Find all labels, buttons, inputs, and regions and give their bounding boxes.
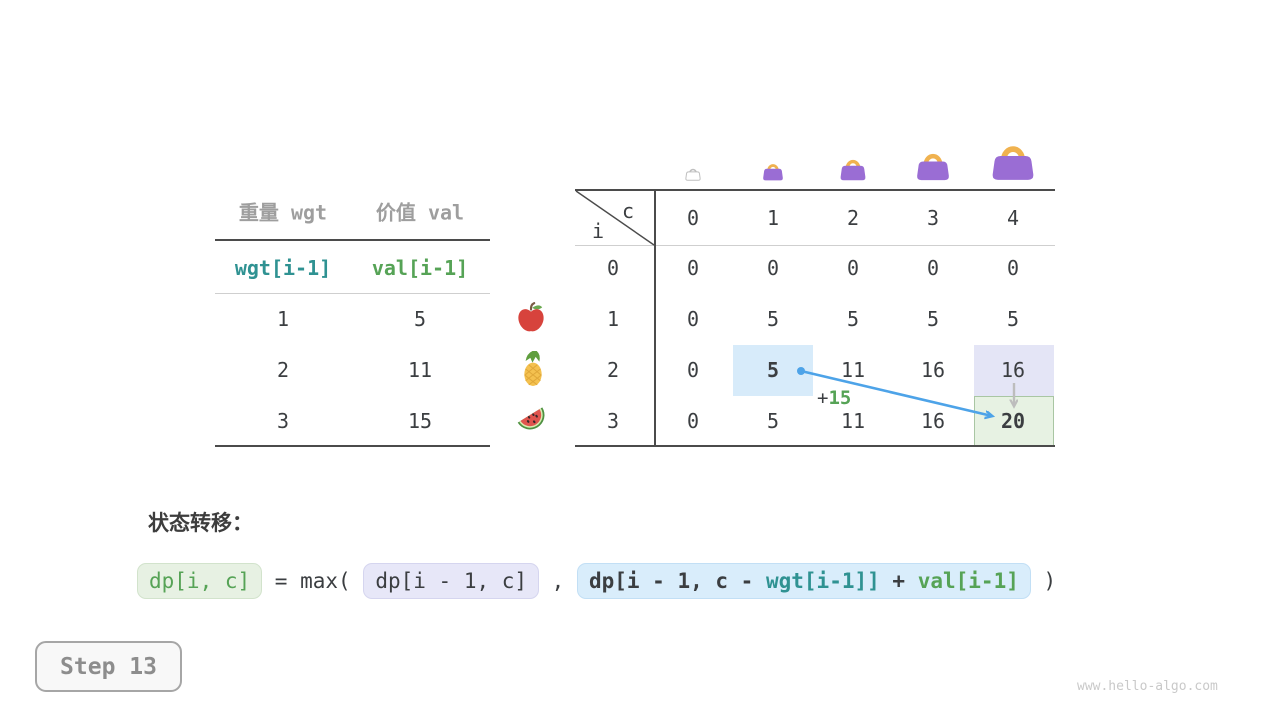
row-label-3: 3 (606, 409, 620, 433)
watermelon-icon (512, 404, 548, 436)
dp-cell-2-3: 16 (920, 358, 946, 382)
col-label-1: 1 (766, 206, 780, 230)
transition-heading: 状态转移： (148, 511, 253, 535)
apple-icon (516, 301, 546, 333)
dp-cell-0-3: 0 (926, 256, 940, 280)
col-label-3: 3 (926, 206, 940, 230)
handbag-medium-icon (839, 156, 867, 181)
dp-cell-2-2: 11 (840, 358, 866, 382)
formula-option2: dp[i - 1, c - wgt[i-1]] + val[i-1] (576, 563, 1031, 599)
dp-cell-2-4-compare: 16 (1000, 358, 1026, 382)
row-label-1: 1 (606, 307, 620, 331)
formula-plus: + (879, 569, 918, 593)
transition-formula: dp[i, c] = max( dp[i - 1, c] , dp[i - 1,… (137, 563, 1056, 599)
item-3-weight: 3 (276, 409, 290, 433)
formula-max-open: max( (300, 569, 364, 593)
formula-val-term: val[i-1] (917, 569, 1019, 593)
handbag-ghost-icon (685, 166, 701, 181)
item-2-value: 11 (407, 358, 433, 382)
dp-table-bottom-rule (575, 445, 1055, 447)
handbag-xlarge-icon (990, 140, 1036, 181)
dp-cell-2-0: 0 (686, 358, 700, 382)
item-1-value: 5 (413, 307, 427, 331)
row-label-0: 0 (606, 256, 620, 280)
dp-cell-3-0: 0 (686, 409, 700, 433)
plus-value-annotation: +15 (817, 387, 851, 409)
formula-comma: , (539, 569, 577, 593)
dp-cell-3-1: 5 (766, 409, 780, 433)
items-table-header-rule (215, 239, 490, 241)
plus-sign: + (817, 387, 829, 409)
dp-cell-1-0: 0 (686, 307, 700, 331)
corner-row-var: i (591, 219, 605, 243)
formula-close-paren: ) (1030, 569, 1057, 593)
row-label-2: 2 (606, 358, 620, 382)
dp-cell-3-3: 16 (920, 409, 946, 433)
dp-cell-3-2: 11 (840, 409, 866, 433)
item-3-value: 15 (407, 409, 433, 433)
handbag-large-icon (915, 149, 951, 181)
corner-col-var: c (621, 199, 635, 223)
formula-option1: dp[i - 1, c] (363, 563, 540, 599)
col-label-4: 4 (1006, 206, 1020, 230)
pineapple-icon (519, 351, 547, 387)
dp-cell-2-1-source: 5 (766, 358, 780, 382)
formula-wgt-term: wgt[i-1]] (765, 569, 880, 593)
corner-diagonal-line (575, 190, 655, 246)
dp-cell-0-2: 0 (846, 256, 860, 280)
formula-option2-prefix: dp[i - 1, c - (588, 569, 766, 593)
items-header-value: 价值 val (375, 200, 465, 225)
items-table-bottom-rule (215, 445, 490, 447)
dp-cell-1-4: 5 (1006, 307, 1020, 331)
items-index-val: val[i-1] (371, 256, 469, 280)
dp-cell-1-1: 5 (766, 307, 780, 331)
step-badge: Step 13 (35, 641, 182, 692)
col-label-2: 2 (846, 206, 860, 230)
dp-cell-1-3: 5 (926, 307, 940, 331)
items-table-mid-rule (215, 293, 490, 294)
watermark: www.hello-algo.com (1077, 679, 1218, 694)
items-index-wgt: wgt[i-1] (234, 256, 332, 280)
dp-table-header-rule (575, 245, 1055, 246)
item-1-weight: 1 (276, 307, 290, 331)
col-label-0: 0 (686, 206, 700, 230)
dp-cell-0-4: 0 (1006, 256, 1020, 280)
dp-cell-0-1: 0 (766, 256, 780, 280)
item-2-weight: 2 (276, 358, 290, 382)
formula-equals: = (262, 569, 301, 593)
dp-table-top-rule (575, 189, 1055, 191)
formula-lhs: dp[i, c] (137, 563, 263, 599)
items-header-weight: 重量 wgt (238, 200, 328, 225)
dp-cell-3-4-result: 20 (1000, 409, 1026, 433)
added-value: 15 (828, 387, 852, 409)
step-badge-label: Step 13 (60, 653, 157, 680)
dp-cell-0-0: 0 (686, 256, 700, 280)
dp-cell-1-2: 5 (846, 307, 860, 331)
handbag-small-icon (762, 161, 784, 181)
dp-table-vertical-rule (654, 189, 656, 446)
